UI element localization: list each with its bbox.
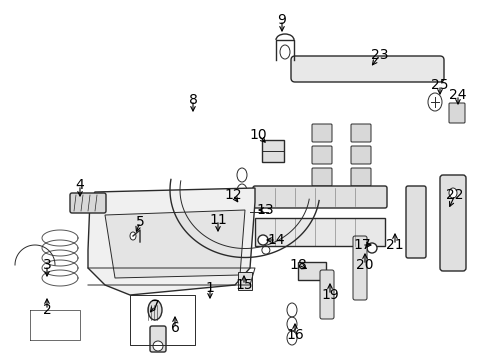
Circle shape (258, 235, 267, 245)
Text: 20: 20 (356, 258, 373, 272)
FancyBboxPatch shape (262, 140, 284, 162)
FancyBboxPatch shape (311, 168, 331, 186)
Text: 14: 14 (266, 233, 284, 247)
Ellipse shape (148, 300, 162, 320)
Text: 9: 9 (277, 13, 286, 27)
Text: 8: 8 (188, 93, 197, 107)
Text: 10: 10 (249, 128, 266, 142)
Polygon shape (105, 210, 244, 278)
FancyBboxPatch shape (297, 262, 325, 280)
Text: 25: 25 (430, 78, 448, 92)
Text: 12: 12 (224, 188, 242, 202)
FancyBboxPatch shape (227, 203, 240, 267)
FancyBboxPatch shape (290, 56, 443, 82)
Text: 5: 5 (135, 215, 144, 229)
FancyBboxPatch shape (218, 203, 229, 267)
Text: 22: 22 (446, 188, 463, 202)
FancyBboxPatch shape (350, 124, 370, 142)
Ellipse shape (262, 246, 269, 254)
Text: 6: 6 (170, 321, 179, 335)
Circle shape (366, 243, 376, 253)
Text: 15: 15 (235, 278, 252, 292)
FancyBboxPatch shape (448, 103, 464, 123)
Text: 11: 11 (209, 213, 226, 227)
FancyBboxPatch shape (252, 186, 386, 208)
FancyBboxPatch shape (311, 146, 331, 164)
Text: 4: 4 (76, 178, 84, 192)
Ellipse shape (218, 246, 226, 253)
Text: 2: 2 (42, 303, 51, 317)
Text: 18: 18 (288, 258, 306, 272)
FancyBboxPatch shape (405, 186, 425, 258)
Text: 1: 1 (205, 281, 214, 295)
Text: 7: 7 (150, 299, 159, 313)
Text: 3: 3 (42, 258, 51, 272)
FancyBboxPatch shape (70, 193, 106, 213)
FancyBboxPatch shape (319, 270, 333, 319)
FancyBboxPatch shape (350, 168, 370, 186)
Text: 19: 19 (321, 288, 338, 302)
FancyBboxPatch shape (254, 218, 384, 246)
Ellipse shape (297, 223, 305, 231)
Circle shape (153, 341, 163, 351)
Text: 17: 17 (352, 238, 370, 252)
FancyBboxPatch shape (352, 236, 366, 300)
Text: 24: 24 (448, 88, 466, 102)
FancyBboxPatch shape (311, 124, 331, 142)
FancyBboxPatch shape (439, 175, 465, 271)
Text: 21: 21 (386, 238, 403, 252)
Ellipse shape (183, 222, 191, 230)
Polygon shape (88, 188, 254, 295)
Text: 13: 13 (256, 203, 273, 217)
FancyBboxPatch shape (150, 326, 165, 352)
Text: 16: 16 (285, 328, 303, 342)
Text: 23: 23 (370, 48, 388, 62)
Ellipse shape (448, 188, 456, 198)
FancyBboxPatch shape (238, 272, 251, 290)
FancyBboxPatch shape (350, 146, 370, 164)
Ellipse shape (130, 232, 136, 240)
